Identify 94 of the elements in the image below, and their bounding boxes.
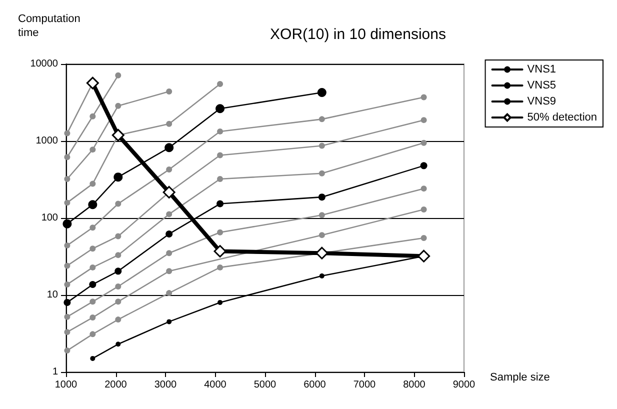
- point: [164, 143, 174, 152]
- point: [217, 152, 224, 158]
- point: [217, 128, 224, 134]
- x-tick-label: 1000: [54, 380, 78, 390]
- point: [217, 80, 224, 87]
- point: [64, 298, 71, 306]
- point: [90, 356, 96, 361]
- point: [166, 250, 172, 256]
- x-tick-label: 7000: [353, 380, 376, 390]
- point: [114, 268, 122, 275]
- point: [214, 245, 226, 258]
- point: [90, 298, 96, 305]
- point: [115, 316, 122, 323]
- point: [64, 314, 70, 320]
- legend-label: VNS1: [527, 64, 556, 76]
- point: [64, 348, 70, 354]
- point: [115, 200, 122, 207]
- point: [64, 242, 70, 248]
- x-tick-label: 2000: [104, 380, 128, 390]
- point: [166, 211, 172, 218]
- point: [162, 186, 176, 198]
- legend-label: VNS5: [527, 80, 556, 92]
- point: [90, 180, 96, 187]
- point: [90, 264, 96, 270]
- point: [319, 273, 324, 278]
- point: [64, 154, 70, 160]
- point: [217, 229, 224, 236]
- point: [420, 162, 428, 170]
- point: [90, 224, 96, 231]
- point: [116, 342, 121, 347]
- y-axis-title: Computation time: [18, 13, 84, 39]
- x-tick-label: 5000: [254, 380, 277, 390]
- point: [217, 176, 224, 182]
- y-tick-label: 10: [46, 290, 58, 300]
- y-tick-label: 1: [52, 366, 58, 378]
- point: [64, 176, 70, 182]
- y-tick-label: 100: [41, 212, 58, 224]
- point: [216, 104, 225, 114]
- point: [318, 142, 325, 149]
- point: [90, 246, 96, 252]
- point: [115, 283, 122, 290]
- point: [90, 146, 96, 153]
- point: [64, 262, 70, 269]
- point: [318, 232, 325, 238]
- x-tick-label: 8000: [403, 380, 426, 390]
- point: [166, 120, 172, 127]
- x-tick-label: 4000: [204, 380, 227, 390]
- chart-title: XOR(10) in 10 dimensions: [270, 26, 446, 43]
- point: [89, 280, 96, 288]
- point: [166, 290, 172, 296]
- point: [115, 298, 122, 305]
- point: [115, 252, 122, 258]
- point: [318, 212, 325, 218]
- point: [88, 200, 98, 210]
- point: [420, 234, 427, 241]
- point: [420, 186, 427, 192]
- point: [318, 116, 325, 122]
- point: [317, 88, 326, 98]
- point: [166, 319, 172, 324]
- point: [90, 314, 96, 321]
- y-tick-label: 1000: [36, 136, 58, 146]
- x-tick-label: 9000: [452, 380, 476, 390]
- legend-label: 50% detection: [527, 112, 597, 124]
- point: [316, 246, 328, 260]
- point: [420, 140, 427, 146]
- x-tick-label: 6000: [304, 380, 326, 390]
- point: [166, 268, 172, 274]
- point: [420, 206, 427, 212]
- point: [64, 200, 70, 206]
- point: [115, 233, 122, 240]
- point: [217, 264, 224, 270]
- point: [86, 76, 99, 90]
- point: [166, 88, 172, 95]
- point: [420, 94, 427, 100]
- point: [64, 329, 70, 336]
- point: [64, 130, 70, 136]
- legend-label: VNS9: [527, 96, 556, 108]
- point: [318, 170, 325, 176]
- point: [115, 72, 122, 78]
- x-tick-label: 3000: [154, 380, 178, 390]
- point: [90, 113, 96, 120]
- y-tick-label: 10000: [30, 58, 58, 70]
- point: [318, 194, 326, 201]
- point: [166, 166, 172, 173]
- point: [112, 128, 124, 142]
- point: [216, 200, 224, 208]
- point: [218, 300, 223, 305]
- point: [115, 102, 122, 109]
- point: [420, 117, 427, 124]
- point: [166, 230, 173, 238]
- x-axis-title: Sample size: [490, 372, 550, 384]
- point: [64, 281, 70, 288]
- point: [90, 331, 96, 338]
- point: [114, 172, 123, 182]
